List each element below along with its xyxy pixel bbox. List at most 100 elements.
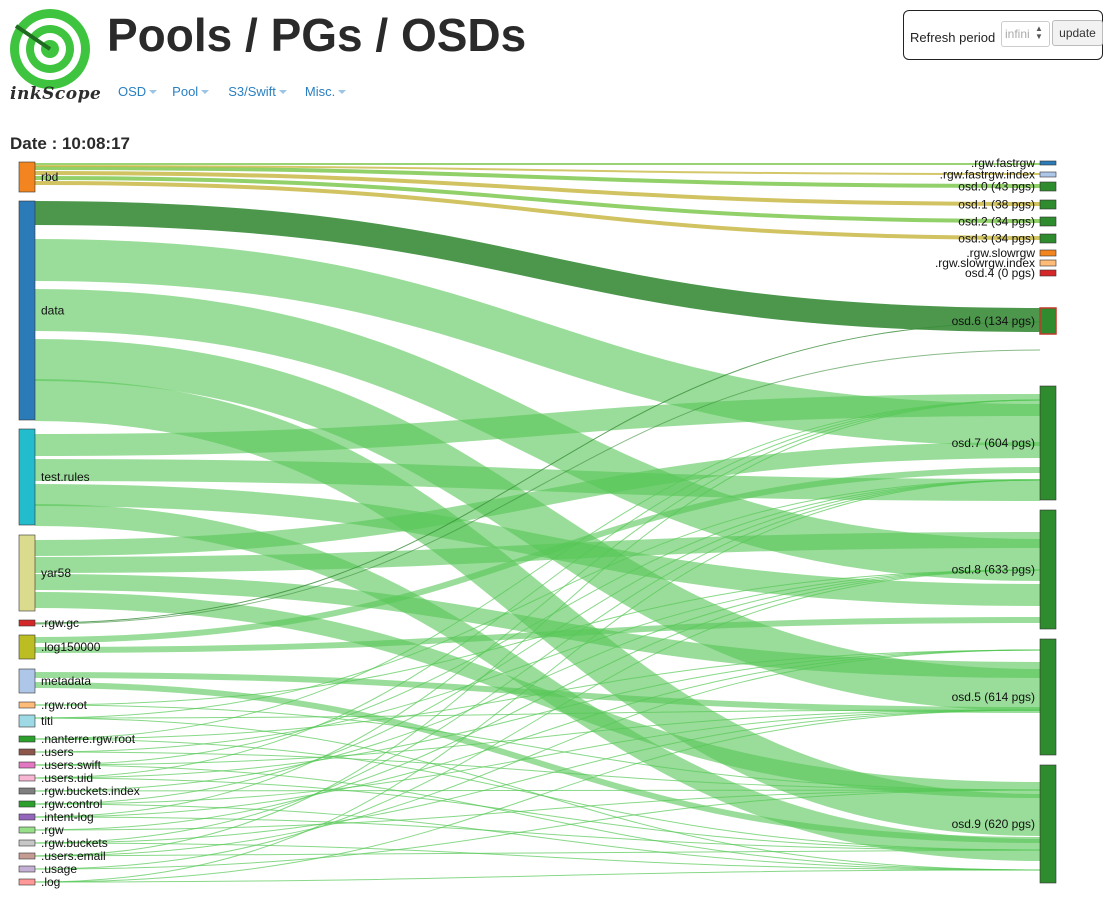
osd-node-label[interactable]: .rgw.fastrgw bbox=[971, 156, 1035, 170]
osd-node-label[interactable]: osd.9 (620 pgs) bbox=[952, 817, 1035, 831]
pool-node-label[interactable]: .intent-log bbox=[41, 810, 94, 824]
spinner-arrows-icon[interactable]: ▲ ▼ bbox=[1035, 24, 1043, 41]
pool-node-label[interactable]: data bbox=[41, 304, 65, 318]
date-label: Date : 10:08:17 bbox=[10, 134, 131, 153]
osd-node-bar[interactable] bbox=[1039, 509, 1057, 630]
pool-node-bar[interactable] bbox=[18, 714, 36, 728]
sankey-link bbox=[34, 176, 1041, 223]
pool-node-bar[interactable] bbox=[18, 826, 36, 834]
nav-pool[interactable]: Pool bbox=[172, 84, 210, 99]
pool-node-label[interactable]: .usage bbox=[41, 862, 77, 876]
refresh-period-input[interactable] bbox=[1001, 21, 1050, 47]
osd-node-label[interactable]: .rgw.fastrgw.index bbox=[940, 168, 1035, 182]
sankey-link bbox=[34, 399, 1041, 818]
osd-node-bar[interactable] bbox=[1039, 216, 1057, 227]
pool-node-label[interactable]: .users.swift bbox=[41, 758, 102, 772]
pool-node-bar[interactable] bbox=[18, 774, 36, 782]
osd-node-bar[interactable] bbox=[1039, 171, 1057, 178]
pool-node-label[interactable]: .rgw.root bbox=[41, 698, 88, 712]
osd-node-label[interactable]: osd.4 (0 pgs) bbox=[965, 266, 1035, 280]
pool-node-bar[interactable] bbox=[18, 865, 36, 873]
sankey-link bbox=[34, 777, 1041, 851]
osd-node-label[interactable]: osd.7 (604 pgs) bbox=[952, 436, 1035, 450]
sankey-link bbox=[34, 816, 1041, 851]
osd-node-label[interactable]: osd.1 (38 pgs) bbox=[958, 198, 1035, 212]
pool-node-bar[interactable] bbox=[18, 534, 36, 612]
sankey-link bbox=[34, 479, 1041, 766]
pool-node-label[interactable]: .users bbox=[41, 745, 74, 759]
pool-node-bar[interactable] bbox=[18, 619, 36, 627]
pool-node-bar[interactable] bbox=[18, 878, 36, 886]
pool-node-bar[interactable] bbox=[18, 748, 36, 756]
pool-node-label[interactable]: .rgw.buckets bbox=[41, 836, 108, 850]
osd-node-bar[interactable] bbox=[1039, 249, 1057, 257]
nav-misc-label[interactable]: Misc. bbox=[304, 84, 336, 99]
osd-node-bar[interactable] bbox=[1039, 160, 1057, 166]
sankey-link bbox=[34, 649, 1041, 857]
pool-node-label[interactable]: metadata bbox=[41, 674, 91, 688]
pool-node-label[interactable]: .log bbox=[41, 875, 60, 889]
sankey-link bbox=[34, 709, 1041, 844]
pool-node-bar[interactable] bbox=[18, 200, 36, 421]
osd-node-label[interactable]: osd.5 (614 pgs) bbox=[952, 690, 1035, 704]
osd-node-label[interactable]: osd.3 (34 pgs) bbox=[958, 232, 1035, 246]
nav-s3-swift-label[interactable]: S3/Swift bbox=[228, 84, 276, 99]
nav-osd-label[interactable]: OSD bbox=[118, 84, 147, 99]
nav-osd[interactable]: OSD bbox=[118, 84, 158, 99]
pool-node-bar[interactable] bbox=[18, 813, 36, 821]
pool-node-label[interactable]: .log150000 bbox=[41, 640, 101, 654]
sankey-link bbox=[34, 682, 1041, 843]
pool-node-label[interactable]: .users.email bbox=[41, 849, 106, 863]
osd-node-bar[interactable] bbox=[1039, 233, 1057, 244]
osd-node-label[interactable]: osd.0 (43 pgs) bbox=[958, 180, 1035, 194]
update-button[interactable]: update bbox=[1052, 20, 1103, 46]
pool-node-bar[interactable] bbox=[18, 787, 36, 795]
osd-node-bar[interactable] bbox=[1039, 269, 1057, 277]
pool-node-bar[interactable] bbox=[18, 839, 36, 847]
osd-node-label[interactable]: .rgw.slowrgw.index bbox=[935, 256, 1035, 270]
nav-s3-swift[interactable]: S3/Swift bbox=[228, 84, 287, 99]
osd-node-label[interactable]: .rgw.slowrgw bbox=[966, 246, 1035, 260]
sankey-link bbox=[34, 569, 1041, 706]
pool-node-bar[interactable] bbox=[18, 852, 36, 860]
pool-node-label[interactable]: .rgw.gc bbox=[41, 616, 79, 630]
pool-node-label[interactable]: .rgw bbox=[41, 823, 64, 837]
pool-node-bar[interactable] bbox=[18, 161, 36, 193]
osd-node-bar[interactable] bbox=[1039, 307, 1057, 335]
osd-node-bar[interactable] bbox=[1039, 385, 1057, 501]
sankey-link bbox=[34, 672, 1041, 713]
pool-node-bar[interactable] bbox=[18, 735, 36, 743]
osd-node-bar[interactable] bbox=[1039, 764, 1057, 884]
pool-node-bar[interactable] bbox=[18, 761, 36, 769]
pool-node-label[interactable]: .rgw.control bbox=[41, 797, 102, 811]
nav-misc[interactable]: Misc. bbox=[304, 84, 347, 99]
pool-node-label[interactable]: rbd bbox=[41, 170, 58, 184]
osd-node-bar[interactable] bbox=[1039, 259, 1057, 267]
pool-node-label[interactable]: .rgw.buckets.index bbox=[41, 784, 140, 798]
sankey-link bbox=[34, 181, 1041, 240]
osd-node-bar[interactable] bbox=[1039, 199, 1057, 210]
sankey-link bbox=[34, 738, 1041, 851]
pool-node-bar[interactable] bbox=[18, 701, 36, 709]
pool-node-bar[interactable] bbox=[18, 800, 36, 808]
pool-node-bar[interactable] bbox=[18, 428, 36, 526]
pool-node-label[interactable]: .users.uid bbox=[41, 771, 93, 785]
osd-node-bar[interactable] bbox=[1039, 181, 1057, 192]
pool-node-bar[interactable] bbox=[18, 634, 36, 660]
osd-node-bar[interactable] bbox=[1039, 638, 1057, 756]
inkscope-logo[interactable] bbox=[8, 4, 98, 104]
osd-node-label[interactable]: osd.2 (34 pgs) bbox=[958, 215, 1035, 229]
brand-name: inkScope bbox=[10, 84, 102, 104]
osd-node-label[interactable]: osd.6 (134 pgs) bbox=[952, 314, 1035, 328]
sankey-link bbox=[34, 171, 1041, 206]
sankey-link bbox=[34, 709, 1041, 883]
osd-node-label[interactable]: osd.8 (633 pgs) bbox=[952, 563, 1035, 577]
pool-node-label[interactable]: yar58 bbox=[41, 566, 71, 580]
nav-pool-label[interactable]: Pool bbox=[172, 84, 199, 99]
pool-node-label[interactable]: .nanterre.rgw.root bbox=[41, 732, 136, 746]
pool-node-bar[interactable] bbox=[18, 668, 36, 694]
pool-node-label[interactable]: titi bbox=[41, 714, 53, 728]
sankey-link bbox=[34, 842, 1041, 871]
pool-node-label[interactable]: test.rules bbox=[41, 470, 90, 484]
